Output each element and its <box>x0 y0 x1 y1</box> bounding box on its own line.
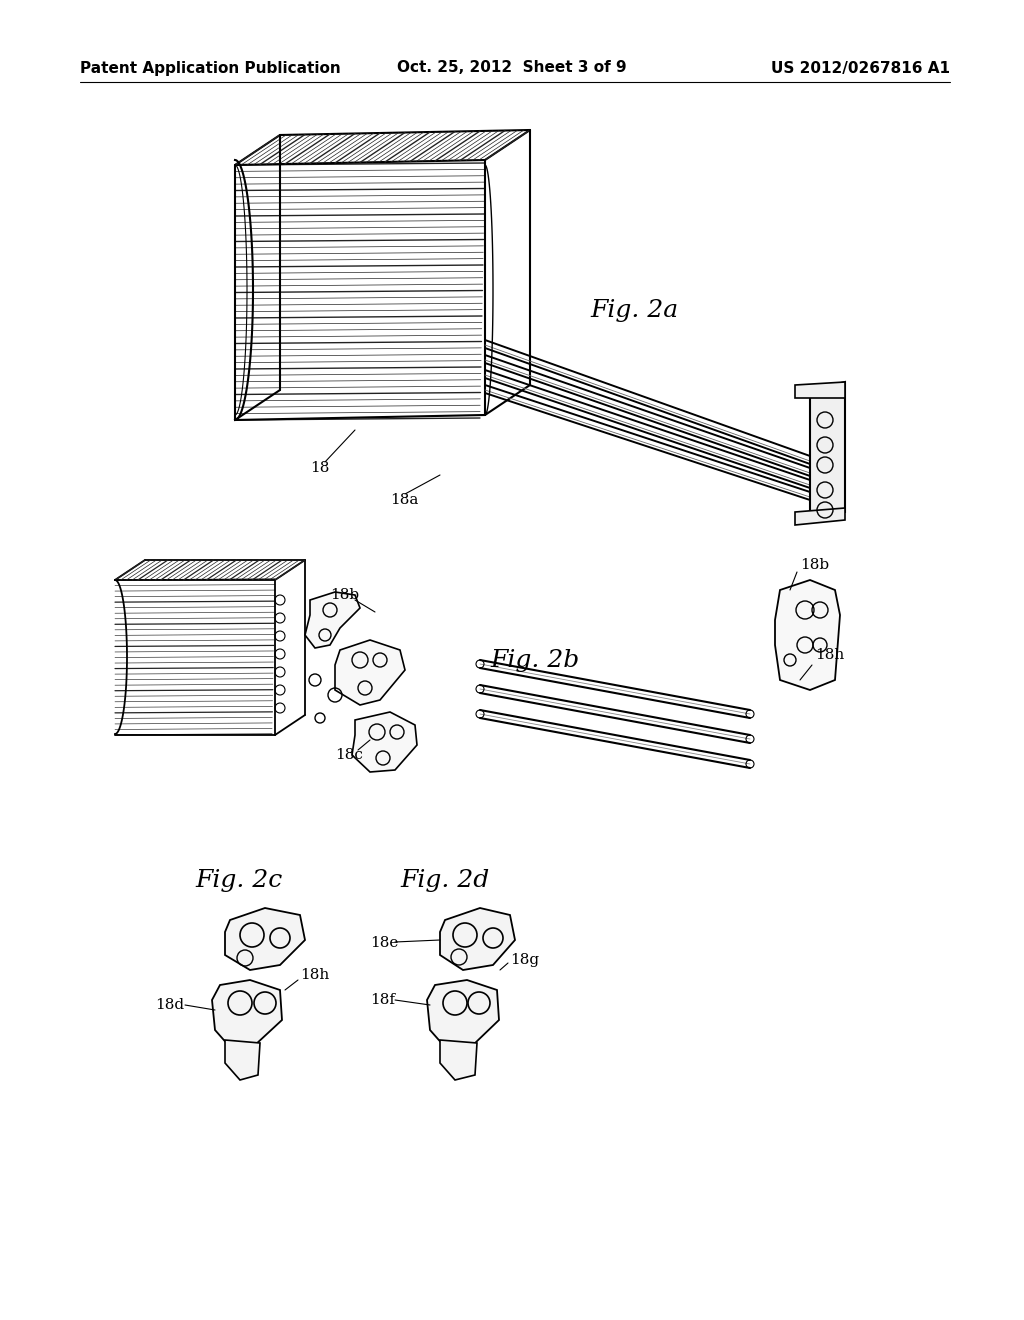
Polygon shape <box>810 381 845 520</box>
Polygon shape <box>795 508 845 525</box>
Text: 18d: 18d <box>155 998 184 1012</box>
Polygon shape <box>212 979 282 1047</box>
Polygon shape <box>440 1040 477 1080</box>
Text: Patent Application Publication: Patent Application Publication <box>80 61 341 75</box>
Polygon shape <box>305 591 360 648</box>
Text: US 2012/0267816 A1: US 2012/0267816 A1 <box>771 61 950 75</box>
Polygon shape <box>335 640 406 705</box>
Text: 18: 18 <box>310 461 330 475</box>
Text: 18b: 18b <box>800 558 829 572</box>
Text: 18h: 18h <box>815 648 844 663</box>
Polygon shape <box>225 908 305 970</box>
Polygon shape <box>775 579 840 690</box>
Text: 18e: 18e <box>370 936 398 950</box>
Text: Fig. 2b: Fig. 2b <box>490 648 580 672</box>
Polygon shape <box>440 908 515 970</box>
Polygon shape <box>427 979 499 1047</box>
Polygon shape <box>795 381 845 399</box>
Polygon shape <box>352 711 417 772</box>
Text: Oct. 25, 2012  Sheet 3 of 9: Oct. 25, 2012 Sheet 3 of 9 <box>397 61 627 75</box>
Text: 18b: 18b <box>330 587 359 602</box>
Text: 18g: 18g <box>510 953 539 968</box>
Text: 18c: 18c <box>335 748 362 762</box>
Text: Fig. 2d: Fig. 2d <box>400 869 489 891</box>
Text: 18f: 18f <box>370 993 395 1007</box>
Text: Fig. 2a: Fig. 2a <box>590 298 678 322</box>
Polygon shape <box>225 1040 260 1080</box>
Text: 18a: 18a <box>390 492 419 507</box>
Text: Fig. 2c: Fig. 2c <box>195 869 283 891</box>
Text: 18h: 18h <box>300 968 330 982</box>
